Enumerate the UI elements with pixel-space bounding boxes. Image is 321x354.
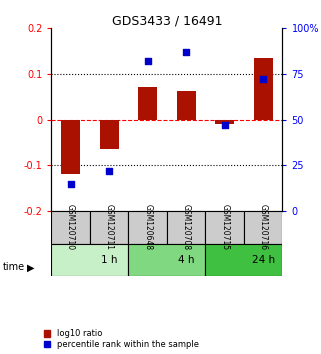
Point — [261, 76, 266, 82]
Text: ▶: ▶ — [27, 262, 35, 272]
Bar — [128, 211, 167, 244]
Bar — [177, 91, 196, 120]
Text: 24 h: 24 h — [252, 255, 275, 265]
Text: GSM120710: GSM120710 — [66, 204, 75, 250]
Bar — [254, 58, 273, 120]
Text: GSM120715: GSM120715 — [220, 204, 229, 250]
Bar — [167, 211, 205, 244]
Text: GSM120708: GSM120708 — [182, 204, 191, 250]
Bar — [61, 120, 80, 175]
Legend: log10 ratio, percentile rank within the sample: log10 ratio, percentile rank within the … — [43, 329, 200, 350]
Bar — [215, 120, 234, 124]
Text: GSM120648: GSM120648 — [143, 204, 152, 250]
Text: 1 h: 1 h — [101, 255, 117, 265]
Point — [184, 49, 189, 55]
Bar — [205, 211, 244, 244]
Text: GSM120711: GSM120711 — [105, 204, 114, 250]
Text: time: time — [3, 262, 25, 272]
Title: GDS3433 / 16491: GDS3433 / 16491 — [112, 14, 222, 27]
Bar — [205, 244, 282, 276]
Bar — [244, 211, 282, 244]
Point — [145, 58, 150, 64]
Bar — [138, 87, 157, 120]
Bar — [90, 211, 128, 244]
Bar — [51, 211, 90, 244]
Point — [222, 122, 227, 128]
Text: 4 h: 4 h — [178, 255, 195, 265]
Bar — [100, 120, 119, 149]
Text: GSM120716: GSM120716 — [259, 204, 268, 250]
Bar — [51, 244, 128, 276]
Point — [107, 168, 112, 173]
Point — [68, 181, 73, 186]
Bar — [128, 244, 205, 276]
